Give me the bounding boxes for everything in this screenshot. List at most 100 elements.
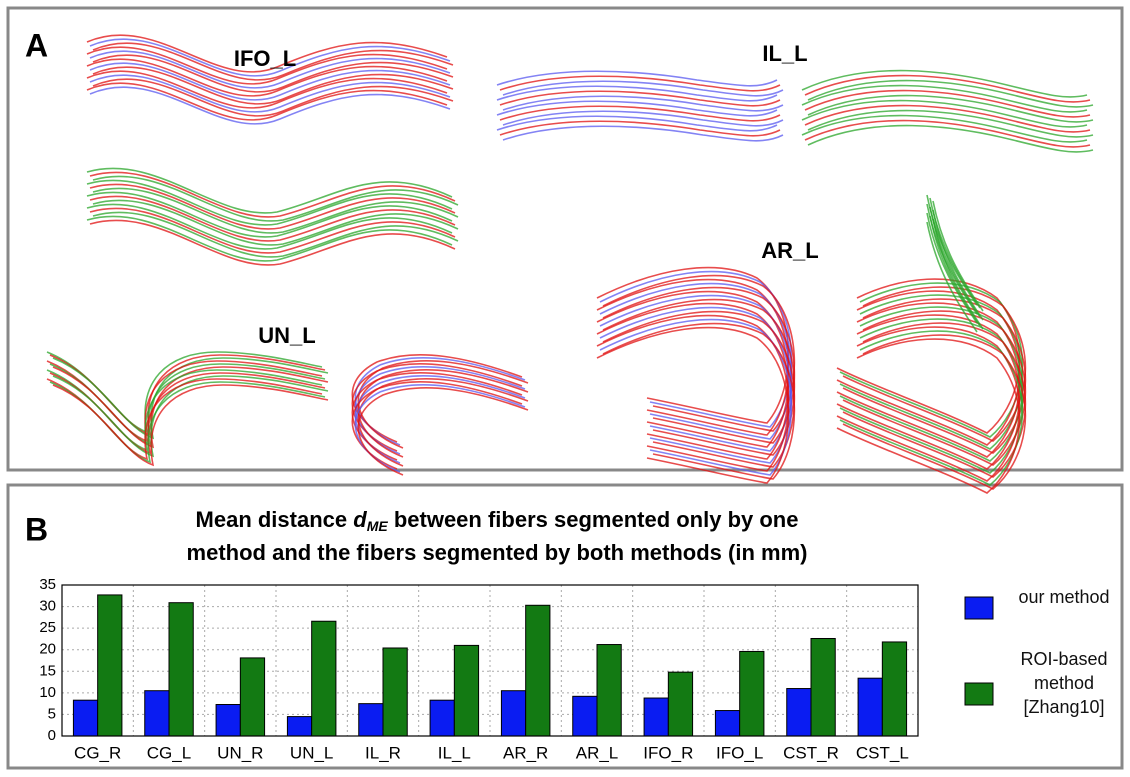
fiber <box>502 110 784 127</box>
fiber <box>836 290 1021 446</box>
fiber <box>89 86 451 125</box>
fiber <box>357 369 529 458</box>
fiber <box>92 187 459 234</box>
x-tick-label: CST_L <box>856 743 909 762</box>
fiber <box>804 104 1091 133</box>
bar <box>382 647 408 737</box>
fiber <box>929 215 981 327</box>
bar <box>453 644 480 737</box>
fiber <box>499 75 781 92</box>
fiber <box>932 200 984 312</box>
bar <box>286 716 313 737</box>
fiber <box>52 375 329 458</box>
fiber <box>602 310 796 468</box>
fiber <box>354 384 526 473</box>
bar <box>215 704 241 737</box>
x-tick-label: IL_L <box>438 743 471 762</box>
bundle-label: AR_L <box>761 238 818 263</box>
fiber <box>86 203 453 250</box>
fiber <box>52 366 329 449</box>
fiber <box>502 80 784 97</box>
y-tick-label: 10 <box>39 684 56 701</box>
fiber <box>89 183 456 230</box>
bar <box>572 695 598 737</box>
x-tick-label: AR_R <box>503 743 548 762</box>
bar <box>857 677 883 737</box>
fiber <box>86 46 448 85</box>
fiber <box>502 95 784 112</box>
fiber <box>926 212 978 324</box>
bar <box>97 594 123 737</box>
fiber <box>932 218 984 330</box>
fiber <box>92 78 454 117</box>
fiber <box>52 357 329 440</box>
fiber <box>499 105 781 122</box>
fiber <box>89 171 456 218</box>
fiber <box>842 334 1027 490</box>
fiber <box>89 219 456 266</box>
bar <box>358 703 384 737</box>
fiber <box>807 79 1094 108</box>
bar <box>667 671 694 737</box>
fiber <box>89 207 456 254</box>
fiber <box>801 99 1088 128</box>
chart-title: method and the fibers segmented by both … <box>187 540 808 565</box>
title-subscript: ME <box>367 518 389 534</box>
title-symbol: d <box>353 507 367 532</box>
fiber <box>86 58 448 97</box>
fiber <box>86 82 448 121</box>
fiber <box>842 322 1027 478</box>
fiber <box>842 298 1027 454</box>
fiber <box>602 274 796 432</box>
fiber <box>932 209 984 321</box>
bar <box>168 602 194 737</box>
fiber <box>49 363 326 446</box>
chart-title: Mean distance dME between fibers segment… <box>196 507 799 538</box>
fiber <box>836 278 1021 434</box>
fiber <box>807 109 1094 138</box>
fiber <box>804 74 1091 103</box>
fiber <box>49 381 326 464</box>
fiber <box>92 211 459 258</box>
fiber <box>926 221 978 333</box>
fiber <box>357 387 529 476</box>
plot-frame <box>61 584 919 737</box>
fiber <box>496 85 778 102</box>
fiber <box>49 372 326 455</box>
bundle-label: UN_L <box>258 323 315 348</box>
legend-swatch <box>964 596 994 620</box>
bar <box>596 644 622 737</box>
x-tick-label: IFO_L <box>716 743 763 762</box>
title-text: between fibers segmented only by one <box>394 507 799 532</box>
bar <box>881 641 908 737</box>
fiber <box>801 84 1088 113</box>
y-tick-label: 25 <box>39 619 56 636</box>
fiber <box>602 298 796 456</box>
fiber <box>499 90 781 107</box>
fiber <box>596 326 790 484</box>
legend-label: our method <box>1018 587 1110 607</box>
y-tick-label: 35 <box>39 576 56 593</box>
title-text: Mean distance <box>196 507 348 532</box>
fiber <box>86 167 453 214</box>
bar <box>714 710 741 737</box>
bar <box>72 699 99 737</box>
legend-swatch <box>964 682 994 706</box>
x-tick-label: UN_L <box>290 743 333 762</box>
panel-letter: A <box>25 27 48 63</box>
fiber <box>86 191 453 238</box>
fiber <box>602 322 796 480</box>
fiber <box>92 42 454 81</box>
fiber <box>351 381 523 470</box>
fiber <box>836 338 1021 494</box>
fiber <box>839 318 1024 474</box>
x-tick-label: AR_L <box>576 743 619 762</box>
fiber <box>86 215 453 262</box>
bar <box>810 637 836 737</box>
bar <box>144 690 170 737</box>
fiber <box>89 74 451 113</box>
fiber <box>92 54 454 93</box>
x-tick-label: IL_R <box>365 743 401 762</box>
x-tick-label: UN_R <box>217 743 263 762</box>
